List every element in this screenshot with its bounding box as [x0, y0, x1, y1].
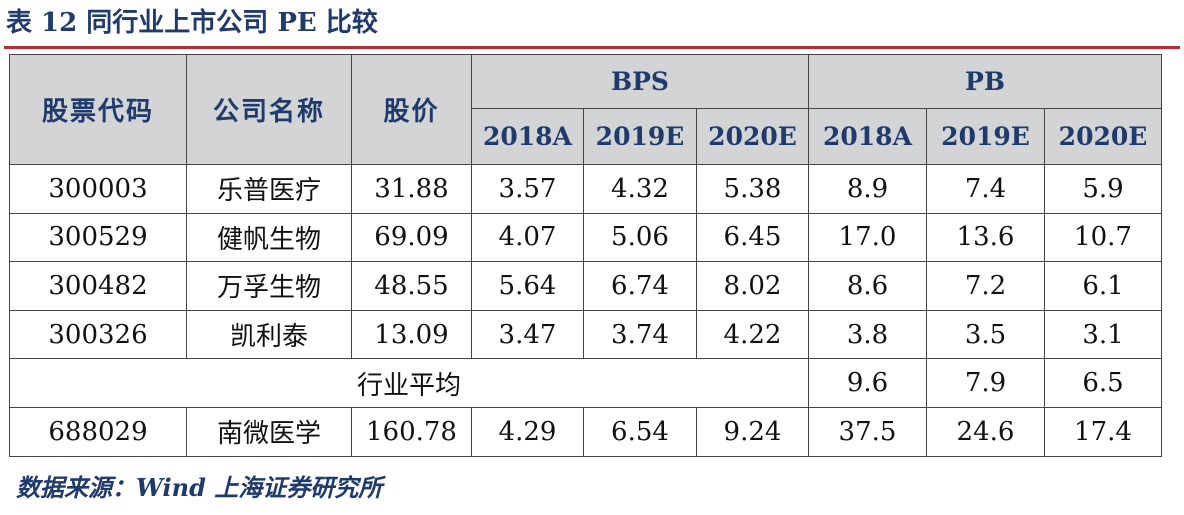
- cell-code: 688029: [9, 406, 187, 457]
- cell-name: 凯利泰: [186, 309, 352, 360]
- table-row: 300326 凯利泰 13.09 3.47 3.74 4.22 3.8 3.5 …: [9, 309, 1162, 360]
- cell-bps-2020e: 5.38: [696, 164, 809, 214]
- cell-pb-2020e: 10.7: [1044, 212, 1162, 263]
- cell-bps-2019e: 3.74: [583, 309, 697, 360]
- cell-code: 300003: [9, 164, 187, 214]
- header-pb-group: PB: [808, 54, 1162, 109]
- cell-pb-2019e: 24.6: [926, 406, 1045, 457]
- header-company-name: 公司名称: [186, 54, 352, 165]
- data-source-note: 数据来源：Wind 上海证券研究所: [16, 473, 383, 502]
- cell-pb-2020e: 3.1: [1044, 309, 1162, 360]
- cell-name: 南微医学: [186, 406, 352, 457]
- table-row: 300003 乐普医疗 31.88 3.57 4.32 5.38 8.9 7.4…: [9, 164, 1162, 214]
- cell-pb-2019e: 3.5: [926, 309, 1045, 360]
- cell-bps-2020e: 4.22: [696, 309, 809, 360]
- cell-bps-2018a: 4.07: [471, 212, 584, 263]
- header-bps-2020e: 2020E: [696, 108, 809, 165]
- cell-price: 31.88: [351, 164, 472, 214]
- average-pb-2020e: 6.5: [1044, 358, 1162, 408]
- cell-code: 300482: [9, 261, 187, 311]
- industry-average-row: 行业平均 9.6 7.9 6.5: [9, 358, 1162, 408]
- average-pb-2018a: 9.6: [808, 358, 927, 408]
- average-pb-2019e: 7.9: [926, 358, 1045, 408]
- table-title: 表 12 同行业上市公司 PE 比较: [6, 8, 378, 38]
- cell-bps-2018a: 4.29: [471, 406, 584, 457]
- header-bps-group: BPS: [471, 54, 809, 109]
- cell-bps-2020e: 6.45: [696, 212, 809, 263]
- cell-bps-2019e: 4.32: [583, 164, 697, 214]
- header-bps-2019e: 2019E: [583, 108, 697, 165]
- cell-price: 48.55: [351, 261, 472, 311]
- cell-price: 69.09: [351, 212, 472, 263]
- cell-code: 300529: [9, 212, 187, 263]
- header-bps-2018a: 2018A: [471, 108, 584, 165]
- cell-name: 万孚生物: [186, 261, 352, 311]
- cell-pb-2018a: 17.0: [808, 212, 927, 263]
- table-row: 300529 健帆生物 69.09 4.07 5.06 6.45 17.0 13…: [9, 212, 1162, 263]
- title-divider: [4, 46, 1180, 49]
- cell-name: 乐普医疗: [186, 164, 352, 214]
- header-price: 股价: [351, 54, 472, 165]
- cell-pb-2020e: 6.1: [1044, 261, 1162, 311]
- cell-bps-2020e: 9.24: [696, 406, 809, 457]
- cell-pb-2020e: 17.4: [1044, 406, 1162, 457]
- cell-bps-2019e: 6.74: [583, 261, 697, 311]
- cell-pb-2020e: 5.9: [1044, 164, 1162, 214]
- pe-comparison-table: 股票代码 公司名称 股价 BPS PB 2018A 2019E 2020E 20…: [9, 54, 1162, 457]
- cell-pb-2018a: 37.5: [808, 406, 927, 457]
- header-pb-2020e: 2020E: [1044, 108, 1162, 165]
- cell-code: 300326: [9, 309, 187, 360]
- cell-pb-2019e: 7.2: [926, 261, 1045, 311]
- average-label: 行业平均: [9, 358, 809, 408]
- cell-pb-2018a: 8.9: [808, 164, 927, 214]
- cell-pb-2018a: 8.6: [808, 261, 927, 311]
- cell-price: 13.09: [351, 309, 472, 360]
- table-row: 300482 万孚生物 48.55 5.64 6.74 8.02 8.6 7.2…: [9, 261, 1162, 311]
- cell-bps-2020e: 8.02: [696, 261, 809, 311]
- target-company-row: 688029 南微医学 160.78 4.29 6.54 9.24 37.5 2…: [9, 406, 1162, 457]
- cell-bps-2019e: 5.06: [583, 212, 697, 263]
- header-pb-2018a: 2018A: [808, 108, 927, 165]
- cell-bps-2018a: 3.47: [471, 309, 584, 360]
- cell-pb-2019e: 7.4: [926, 164, 1045, 214]
- cell-bps-2019e: 6.54: [583, 406, 697, 457]
- cell-bps-2018a: 5.64: [471, 261, 584, 311]
- cell-name: 健帆生物: [186, 212, 352, 263]
- cell-bps-2018a: 3.57: [471, 164, 584, 214]
- header-stock-code: 股票代码: [9, 54, 187, 165]
- header-pb-2019e: 2019E: [926, 108, 1045, 165]
- cell-price: 160.78: [351, 406, 472, 457]
- cell-pb-2019e: 13.6: [926, 212, 1045, 263]
- cell-pb-2018a: 3.8: [808, 309, 927, 360]
